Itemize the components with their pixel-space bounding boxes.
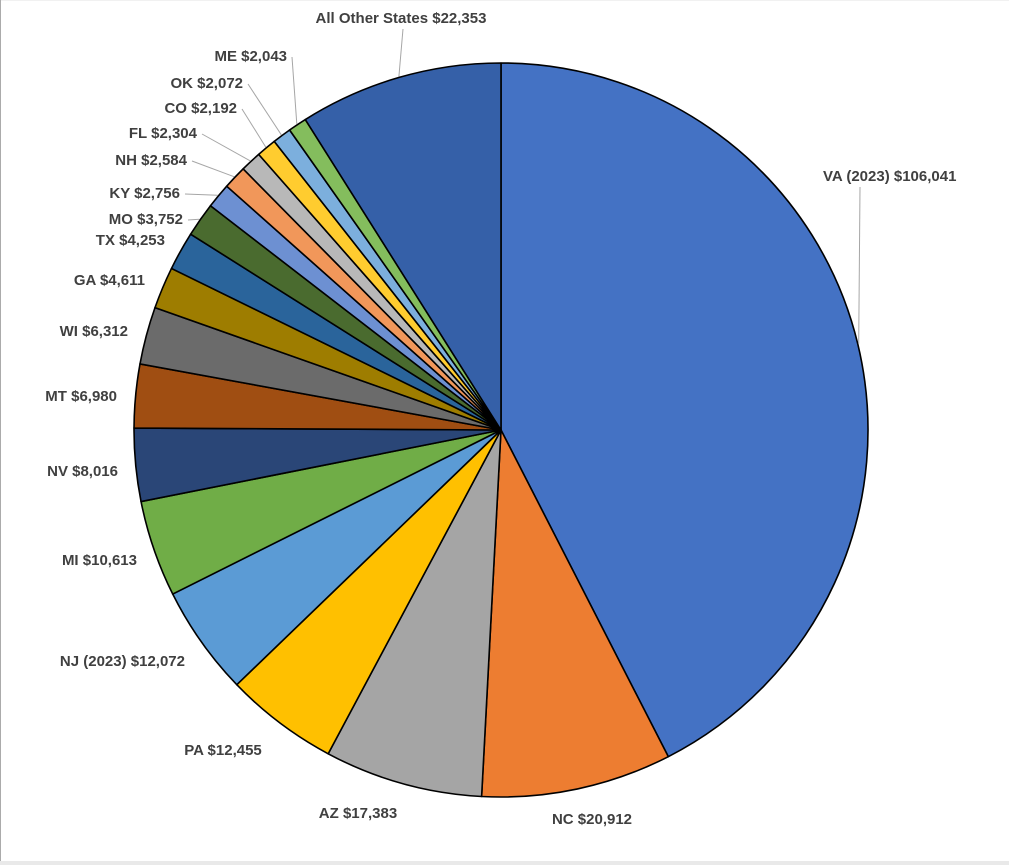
pie-slice-az[interactable] [327,429,502,798]
leader-line-va-2023 [858,186,861,344]
pie-slice-nc[interactable] [480,429,670,798]
slice-label-pa: PA $12,455 [184,742,262,759]
slice-label-tx: TX $4,253 [96,232,165,249]
leader-line-co [241,108,267,148]
slice-label-nc: NC $20,912 [552,811,632,828]
slice-label-nh: NH $2,584 [115,152,187,169]
slice-label-az: AZ $17,383 [319,805,397,822]
leader-line-all-other-states [398,28,404,77]
slice-label-mt: MT $6,980 [45,388,117,405]
slice-label-co: CO $2,192 [164,100,237,117]
leader-line-mo [187,218,200,221]
slice-label-ga: GA $4,611 [74,272,145,289]
slice-label-nv: NV $8,016 [47,463,118,480]
leader-line-nh [191,160,235,178]
window-left-edge [0,0,1,865]
leader-line-ky [184,193,218,196]
slice-label-me: ME $2,043 [214,48,287,65]
pie-slice-all-other-states[interactable] [304,62,502,431]
window-bottom-edge [0,861,1009,865]
leader-line-fl [201,133,251,162]
pie-slice-va-2023[interactable] [500,62,869,758]
slice-label-wi: WI $6,312 [60,323,128,340]
slice-label-mi: MI $10,613 [62,552,137,569]
window-top-edge [0,0,1009,1]
slice-label-nj-2023: NJ (2023) $12,072 [60,653,185,670]
leader-line-ok [247,83,282,136]
slice-label-fl: FL $2,304 [129,125,198,142]
slice-label-all-other-states: All Other States $22,353 [316,10,487,27]
slice-label-va-2023: VA (2023) $106,041 [823,168,956,185]
slice-label-ok: OK $2,072 [170,75,243,92]
slice-label-mo: MO $3,752 [109,211,183,228]
slice-label-ky: KY $2,756 [109,185,180,202]
leader-line-me [291,56,298,124]
